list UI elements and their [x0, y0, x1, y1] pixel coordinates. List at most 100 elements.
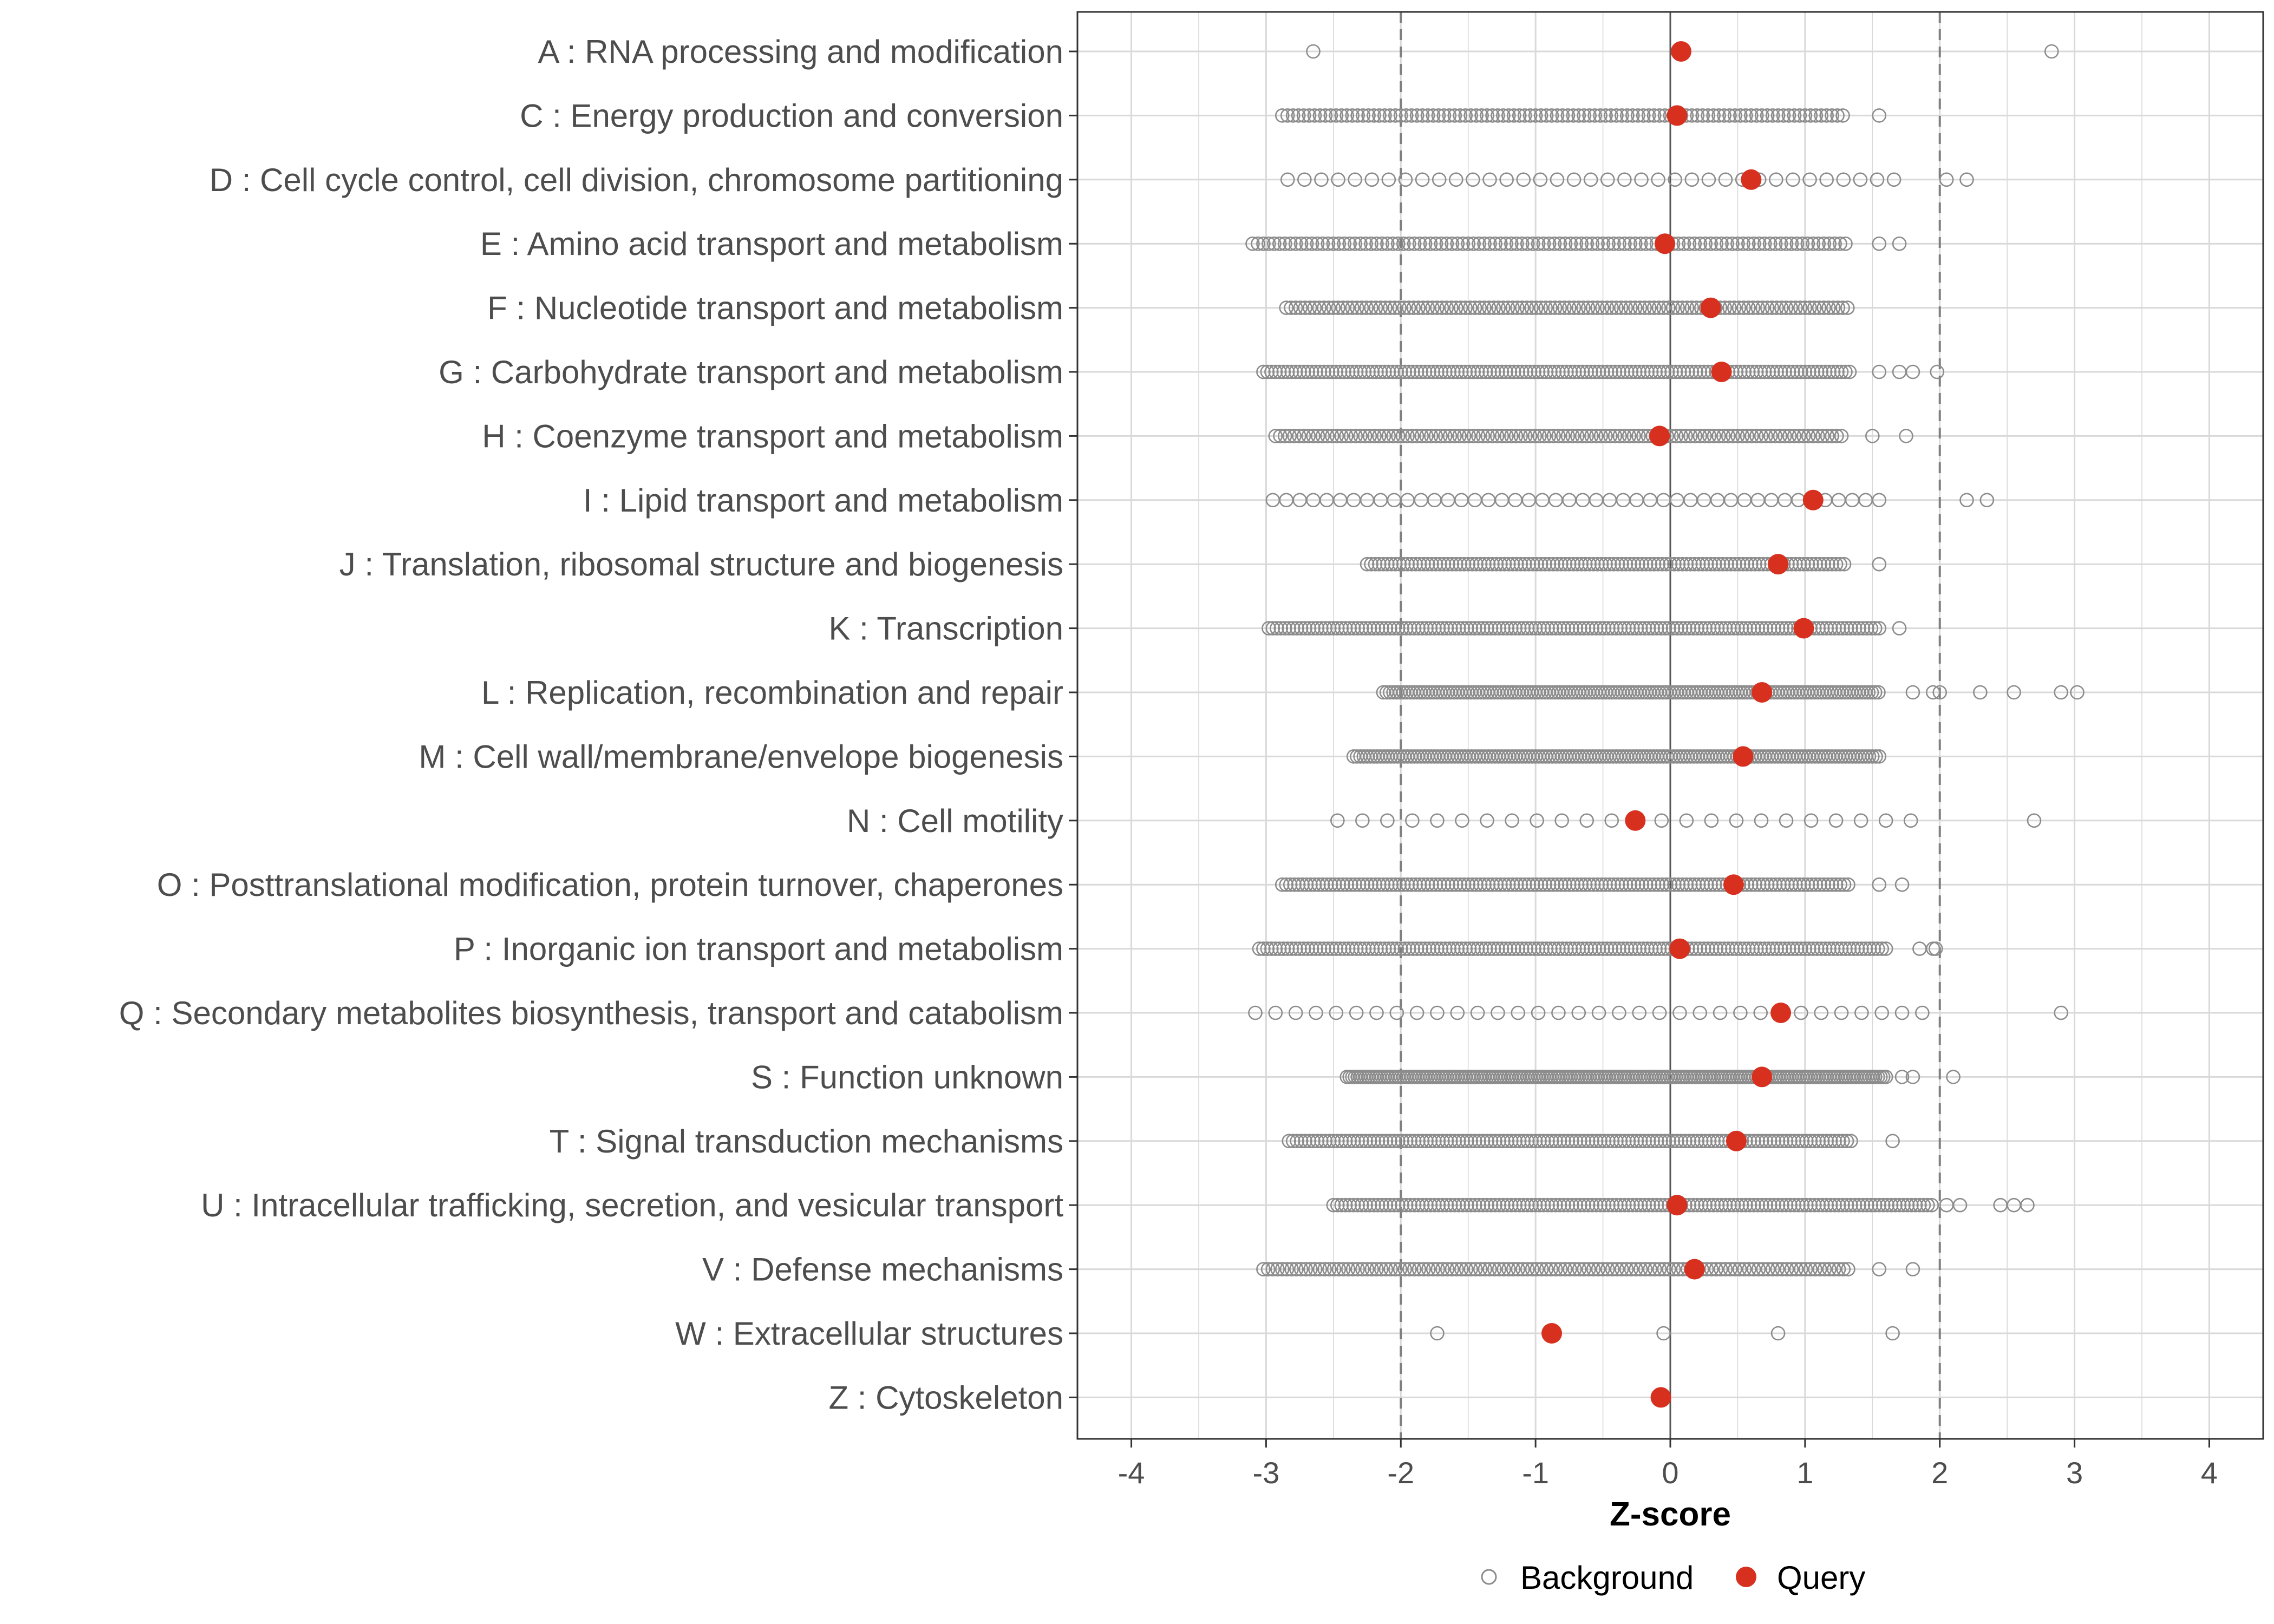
background-point — [1788, 300, 1803, 315]
background-point — [1384, 877, 1399, 892]
background-point — [1519, 364, 1534, 379]
background-point — [1552, 1197, 1567, 1213]
background-point — [1690, 621, 1705, 636]
background-point — [1585, 1197, 1599, 1213]
background-point — [1492, 1262, 1507, 1276]
background-point — [1540, 1197, 1555, 1213]
background-point — [1863, 941, 1877, 956]
background-point — [1806, 941, 1821, 956]
background-point — [1827, 1197, 1842, 1213]
background-point — [1675, 300, 1690, 315]
background-point — [1381, 429, 1396, 443]
background-point — [1579, 364, 1595, 379]
background-point — [1733, 364, 1748, 379]
background-point — [1872, 108, 1887, 123]
background-point — [1726, 429, 1741, 443]
background-point — [1858, 941, 1873, 956]
background-point — [1710, 1197, 1725, 1213]
background-point — [1778, 941, 1792, 956]
background-point — [1811, 1197, 1826, 1213]
background-point — [1415, 1197, 1430, 1213]
background-point — [1620, 364, 1635, 379]
background-point — [1616, 941, 1631, 956]
background-point — [1827, 621, 1842, 636]
background-point — [1456, 556, 1472, 572]
background-point — [1569, 1134, 1584, 1149]
background-point — [1480, 1134, 1494, 1149]
background-point — [1629, 1197, 1644, 1213]
background-point — [1302, 108, 1317, 123]
background-point — [1362, 1134, 1377, 1149]
background-point — [1741, 941, 1756, 956]
background-point — [1304, 364, 1319, 379]
background-point — [1511, 941, 1526, 956]
background-point — [1318, 621, 1333, 636]
background-point — [1808, 1262, 1822, 1276]
background-point — [1361, 108, 1376, 123]
background-point — [1694, 621, 1709, 636]
background-point — [1387, 621, 1402, 636]
background-point — [1272, 941, 1287, 956]
background-point — [1736, 300, 1751, 315]
background-point — [1482, 1262, 1497, 1276]
background-point — [1298, 621, 1312, 636]
background-point — [1884, 1197, 1899, 1213]
background-point — [1809, 364, 1825, 379]
background-point — [1608, 364, 1623, 379]
background-point — [1416, 1262, 1431, 1276]
background-point — [1293, 1134, 1309, 1149]
background-point — [1454, 1262, 1469, 1276]
background-point — [1444, 300, 1459, 315]
background-point — [1854, 1005, 1869, 1020]
background-point — [1694, 1134, 1709, 1149]
background-point — [1844, 1197, 1858, 1213]
background-point — [1655, 556, 1670, 572]
background-point — [1436, 877, 1452, 892]
background-point — [1432, 172, 1447, 187]
background-point — [1285, 621, 1301, 636]
background-point — [1488, 1197, 1502, 1213]
background-point — [1835, 621, 1850, 636]
background-point — [1815, 1197, 1830, 1213]
query-point — [1667, 1195, 1688, 1216]
background-point — [1547, 300, 1563, 315]
background-point — [1360, 1262, 1375, 1276]
background-point — [1337, 364, 1352, 379]
background-point — [1462, 941, 1477, 956]
category-label: K : Transcription — [828, 611, 1063, 647]
background-point — [1459, 621, 1474, 636]
background-point — [1815, 429, 1830, 443]
background-point — [1341, 941, 1356, 956]
background-point — [1775, 1262, 1789, 1276]
background-point — [1795, 1197, 1810, 1213]
background-point — [1521, 877, 1536, 892]
background-point — [1307, 877, 1322, 892]
background-point — [1655, 877, 1670, 892]
background-point — [1814, 1005, 1829, 1020]
background-point — [1624, 941, 1639, 956]
background-point — [1920, 1197, 1935, 1213]
background-point — [1458, 941, 1473, 956]
background-point — [1763, 429, 1778, 443]
background-point — [1736, 236, 1750, 251]
background-point — [1301, 429, 1316, 443]
category-label: W : Extracellular structures — [675, 1315, 1063, 1352]
category-label: D : Cell cycle control, cell division, c… — [210, 162, 1063, 198]
background-point — [1892, 236, 1907, 251]
background-point — [1376, 877, 1391, 892]
background-point — [1320, 429, 1335, 443]
background-point — [1679, 813, 1694, 828]
background-point — [1670, 300, 1685, 315]
background-point — [1500, 300, 1515, 315]
background-point — [1376, 429, 1391, 443]
background-point — [1597, 621, 1612, 636]
background-point — [1522, 941, 1538, 956]
background-point — [1550, 172, 1565, 187]
background-point — [1340, 300, 1355, 315]
legend-background-marker — [1481, 1569, 1497, 1585]
background-point — [1739, 1197, 1753, 1213]
background-point — [1509, 877, 1524, 892]
background-point — [1621, 1134, 1636, 1149]
background-point — [1852, 621, 1866, 636]
